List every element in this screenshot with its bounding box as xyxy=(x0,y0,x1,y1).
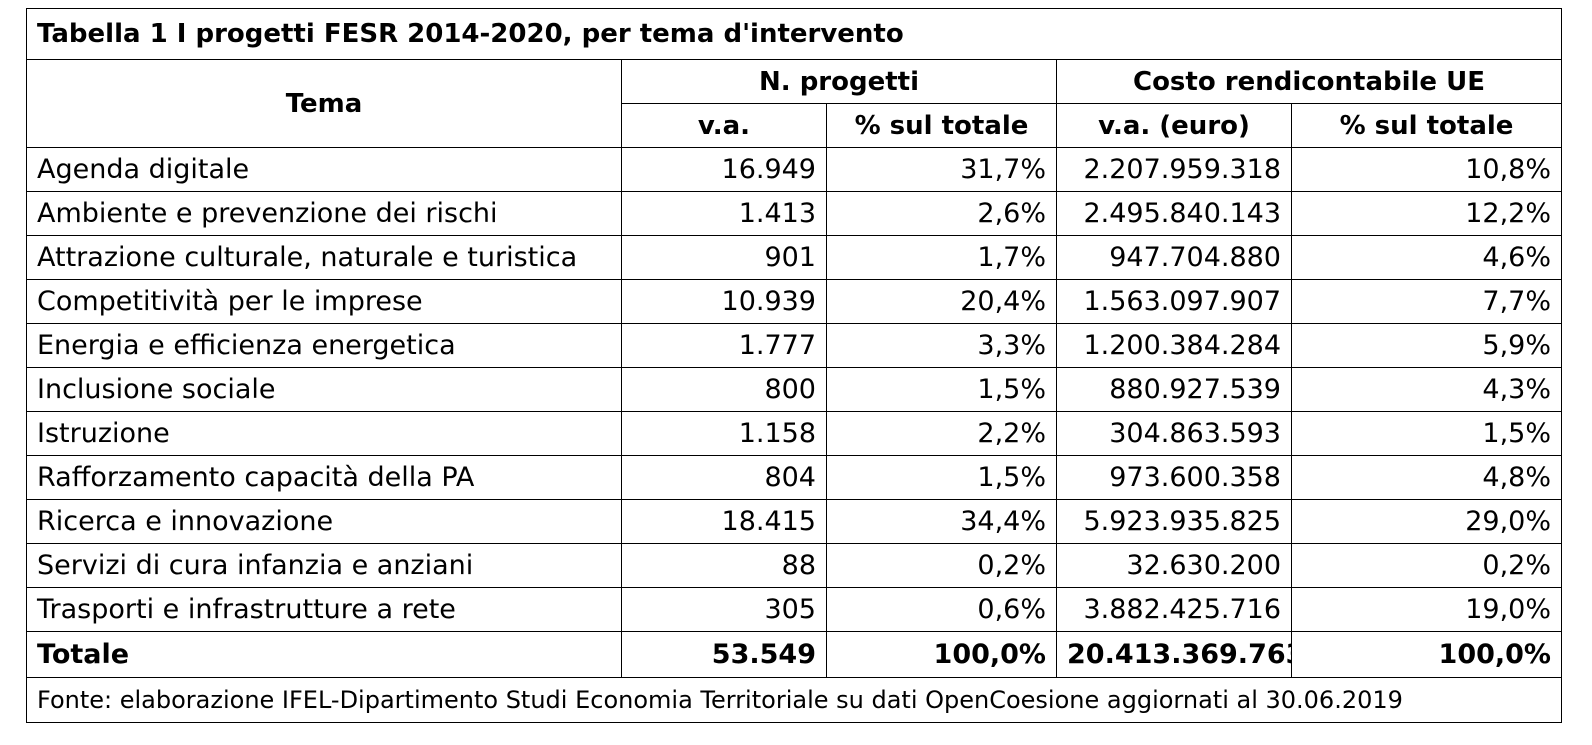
cell-progetti-va: 305 xyxy=(621,587,827,632)
cell-costo-pct: 19,0% xyxy=(1291,587,1562,632)
cell-costo-va: 2.495.840.143 xyxy=(1056,191,1292,236)
cell-costo-pct: 1,5% xyxy=(1291,411,1562,456)
cell-costo-pct: 29,0% xyxy=(1291,499,1562,544)
cell-tema: Ricerca e innovazione xyxy=(26,499,622,544)
cell-progetti-va: 16.949 xyxy=(621,147,827,192)
cell-costo-va: 5.923.935.825 xyxy=(1056,499,1292,544)
cell-tema: Attrazione culturale, naturale e turisti… xyxy=(26,235,622,280)
cell-costo-pct: 4,6% xyxy=(1291,235,1562,280)
table-row: Istruzione 1.158 2,2% 304.863.593 1,5% xyxy=(26,411,1562,456)
cell-tema: Inclusione sociale xyxy=(26,367,622,412)
cell-costo-va: 947.704.880 xyxy=(1056,235,1292,280)
cell-costo-va: 1.200.384.284 xyxy=(1056,323,1292,368)
cell-progetti-pct: 3,3% xyxy=(826,323,1057,368)
cell-progetti-pct: 2,6% xyxy=(826,191,1057,236)
total-row: Totale 53.549 100,0% 20.413.369.763 100,0% xyxy=(26,631,1562,678)
source-note: Fonte: elaborazione IFEL-Dipartimento St… xyxy=(26,677,1562,723)
table-row: Agenda digitale 16.949 31,7% 2.207.959.318 1… xyxy=(26,147,1562,192)
table-row: Servizi di cura infanzia e anziani 88 0,2%… xyxy=(26,543,1562,588)
cell-costo-pct: 4,8% xyxy=(1291,455,1562,500)
table-row: Trasporti e infrastrutture a rete 305 0,6%… xyxy=(26,587,1562,632)
cell-progetti-va: 18.415 xyxy=(621,499,827,544)
cell-progetti-va: 1.777 xyxy=(621,323,827,368)
cell-costo-va: 880.927.539 xyxy=(1056,367,1292,412)
header-progetti-va: v.a. xyxy=(621,103,827,148)
cell-progetti-va: 88 xyxy=(621,543,827,588)
cell-progetti-va: 800 xyxy=(621,367,827,412)
header-costo-va: v.a. (euro) xyxy=(1056,103,1292,148)
header-group-costo: Costo rendicontabile UE xyxy=(1056,59,1562,104)
cell-tema: Competitività per le imprese xyxy=(26,279,622,324)
cell-tema: Servizi di cura infanzia e anziani xyxy=(26,543,622,588)
cell-progetti-va: 901 xyxy=(621,235,827,280)
table-row: Competitività per le imprese 10.939 20,4% 1… xyxy=(26,279,1562,324)
table-container: Tabella 1 I progetti FESR 2014-2020, per… xyxy=(26,8,1562,723)
cell-progetti-pct: 1,7% xyxy=(826,235,1057,280)
cell-progetti-pct: 0,2% xyxy=(826,543,1057,588)
cell-costo-va: 973.600.358 xyxy=(1056,455,1292,500)
total-cell-costo-va: 20.413.369.763 xyxy=(1056,631,1292,678)
cell-tema: Istruzione xyxy=(26,411,622,456)
table-row: Rafforzamento capacità della PA 804 1,5% 97… xyxy=(26,455,1562,500)
cell-progetti-pct: 1,5% xyxy=(826,367,1057,412)
cell-progetti-pct: 34,4% xyxy=(826,499,1057,544)
cell-progetti-pct: 1,5% xyxy=(826,455,1057,500)
table-row: Energia e efficienza energetica 1.777 3,3%… xyxy=(26,323,1562,368)
cell-progetti-pct: 2,2% xyxy=(826,411,1057,456)
cell-tema: Agenda digitale xyxy=(26,147,622,192)
table-row: Ambiente e prevenzione dei rischi 1.413 2,… xyxy=(26,191,1562,236)
cell-progetti-va: 10.939 xyxy=(621,279,827,324)
table-row: Inclusione sociale 800 1,5% 880.927.539 4,3% xyxy=(26,367,1562,412)
total-cell-tema: Totale xyxy=(26,631,622,678)
cell-tema: Trasporti e infrastrutture a rete xyxy=(26,587,622,632)
cell-progetti-va: 1.413 xyxy=(621,191,827,236)
cell-tema: Energia e efficienza energetica xyxy=(26,323,622,368)
total-cell-progetti-pct: 100,0% xyxy=(826,631,1057,678)
header-tema: Tema xyxy=(26,59,622,148)
cell-costo-pct: 5,9% xyxy=(1291,323,1562,368)
header-group-progetti: N. progetti xyxy=(621,59,1057,104)
fesr-projects-table: Tabella 1 I progetti FESR 2014-2020, per… xyxy=(26,8,1562,723)
cell-tema: Rafforzamento capacità della PA xyxy=(26,455,622,500)
total-cell-costo-pct: 100,0% xyxy=(1291,631,1562,678)
cell-costo-pct: 12,2% xyxy=(1291,191,1562,236)
cell-progetti-va: 1.158 xyxy=(621,411,827,456)
cell-costo-pct: 7,7% xyxy=(1291,279,1562,324)
total-cell-progetti-va: 53.549 xyxy=(621,631,827,678)
header-costo-pct: % sul totale xyxy=(1291,103,1562,148)
cell-progetti-pct: 0,6% xyxy=(826,587,1057,632)
cell-progetti-pct: 20,4% xyxy=(826,279,1057,324)
table-row: Attrazione culturale, naturale e turisti… xyxy=(26,235,1562,280)
cell-costo-va: 3.882.425.716 xyxy=(1056,587,1292,632)
cell-costo-pct: 10,8% xyxy=(1291,147,1562,192)
cell-costo-pct: 0,2% xyxy=(1291,543,1562,588)
cell-costo-va: 32.630.200 xyxy=(1056,543,1292,588)
cell-progetti-pct: 31,7% xyxy=(826,147,1057,192)
table-title: Tabella 1 I progetti FESR 2014-2020, per… xyxy=(26,8,1562,60)
cell-costo-va: 2.207.959.318 xyxy=(1056,147,1292,192)
cell-progetti-va: 804 xyxy=(621,455,827,500)
cell-costo-va: 304.863.593 xyxy=(1056,411,1292,456)
cell-costo-va: 1.563.097.907 xyxy=(1056,279,1292,324)
cell-tema: Ambiente e prevenzione dei rischi xyxy=(26,191,622,236)
header-progetti-pct: % sul totale xyxy=(826,103,1057,148)
cell-costo-pct: 4,3% xyxy=(1291,367,1562,412)
table-row: Ricerca e innovazione 18.415 34,4% 5.923.93… xyxy=(26,499,1562,544)
